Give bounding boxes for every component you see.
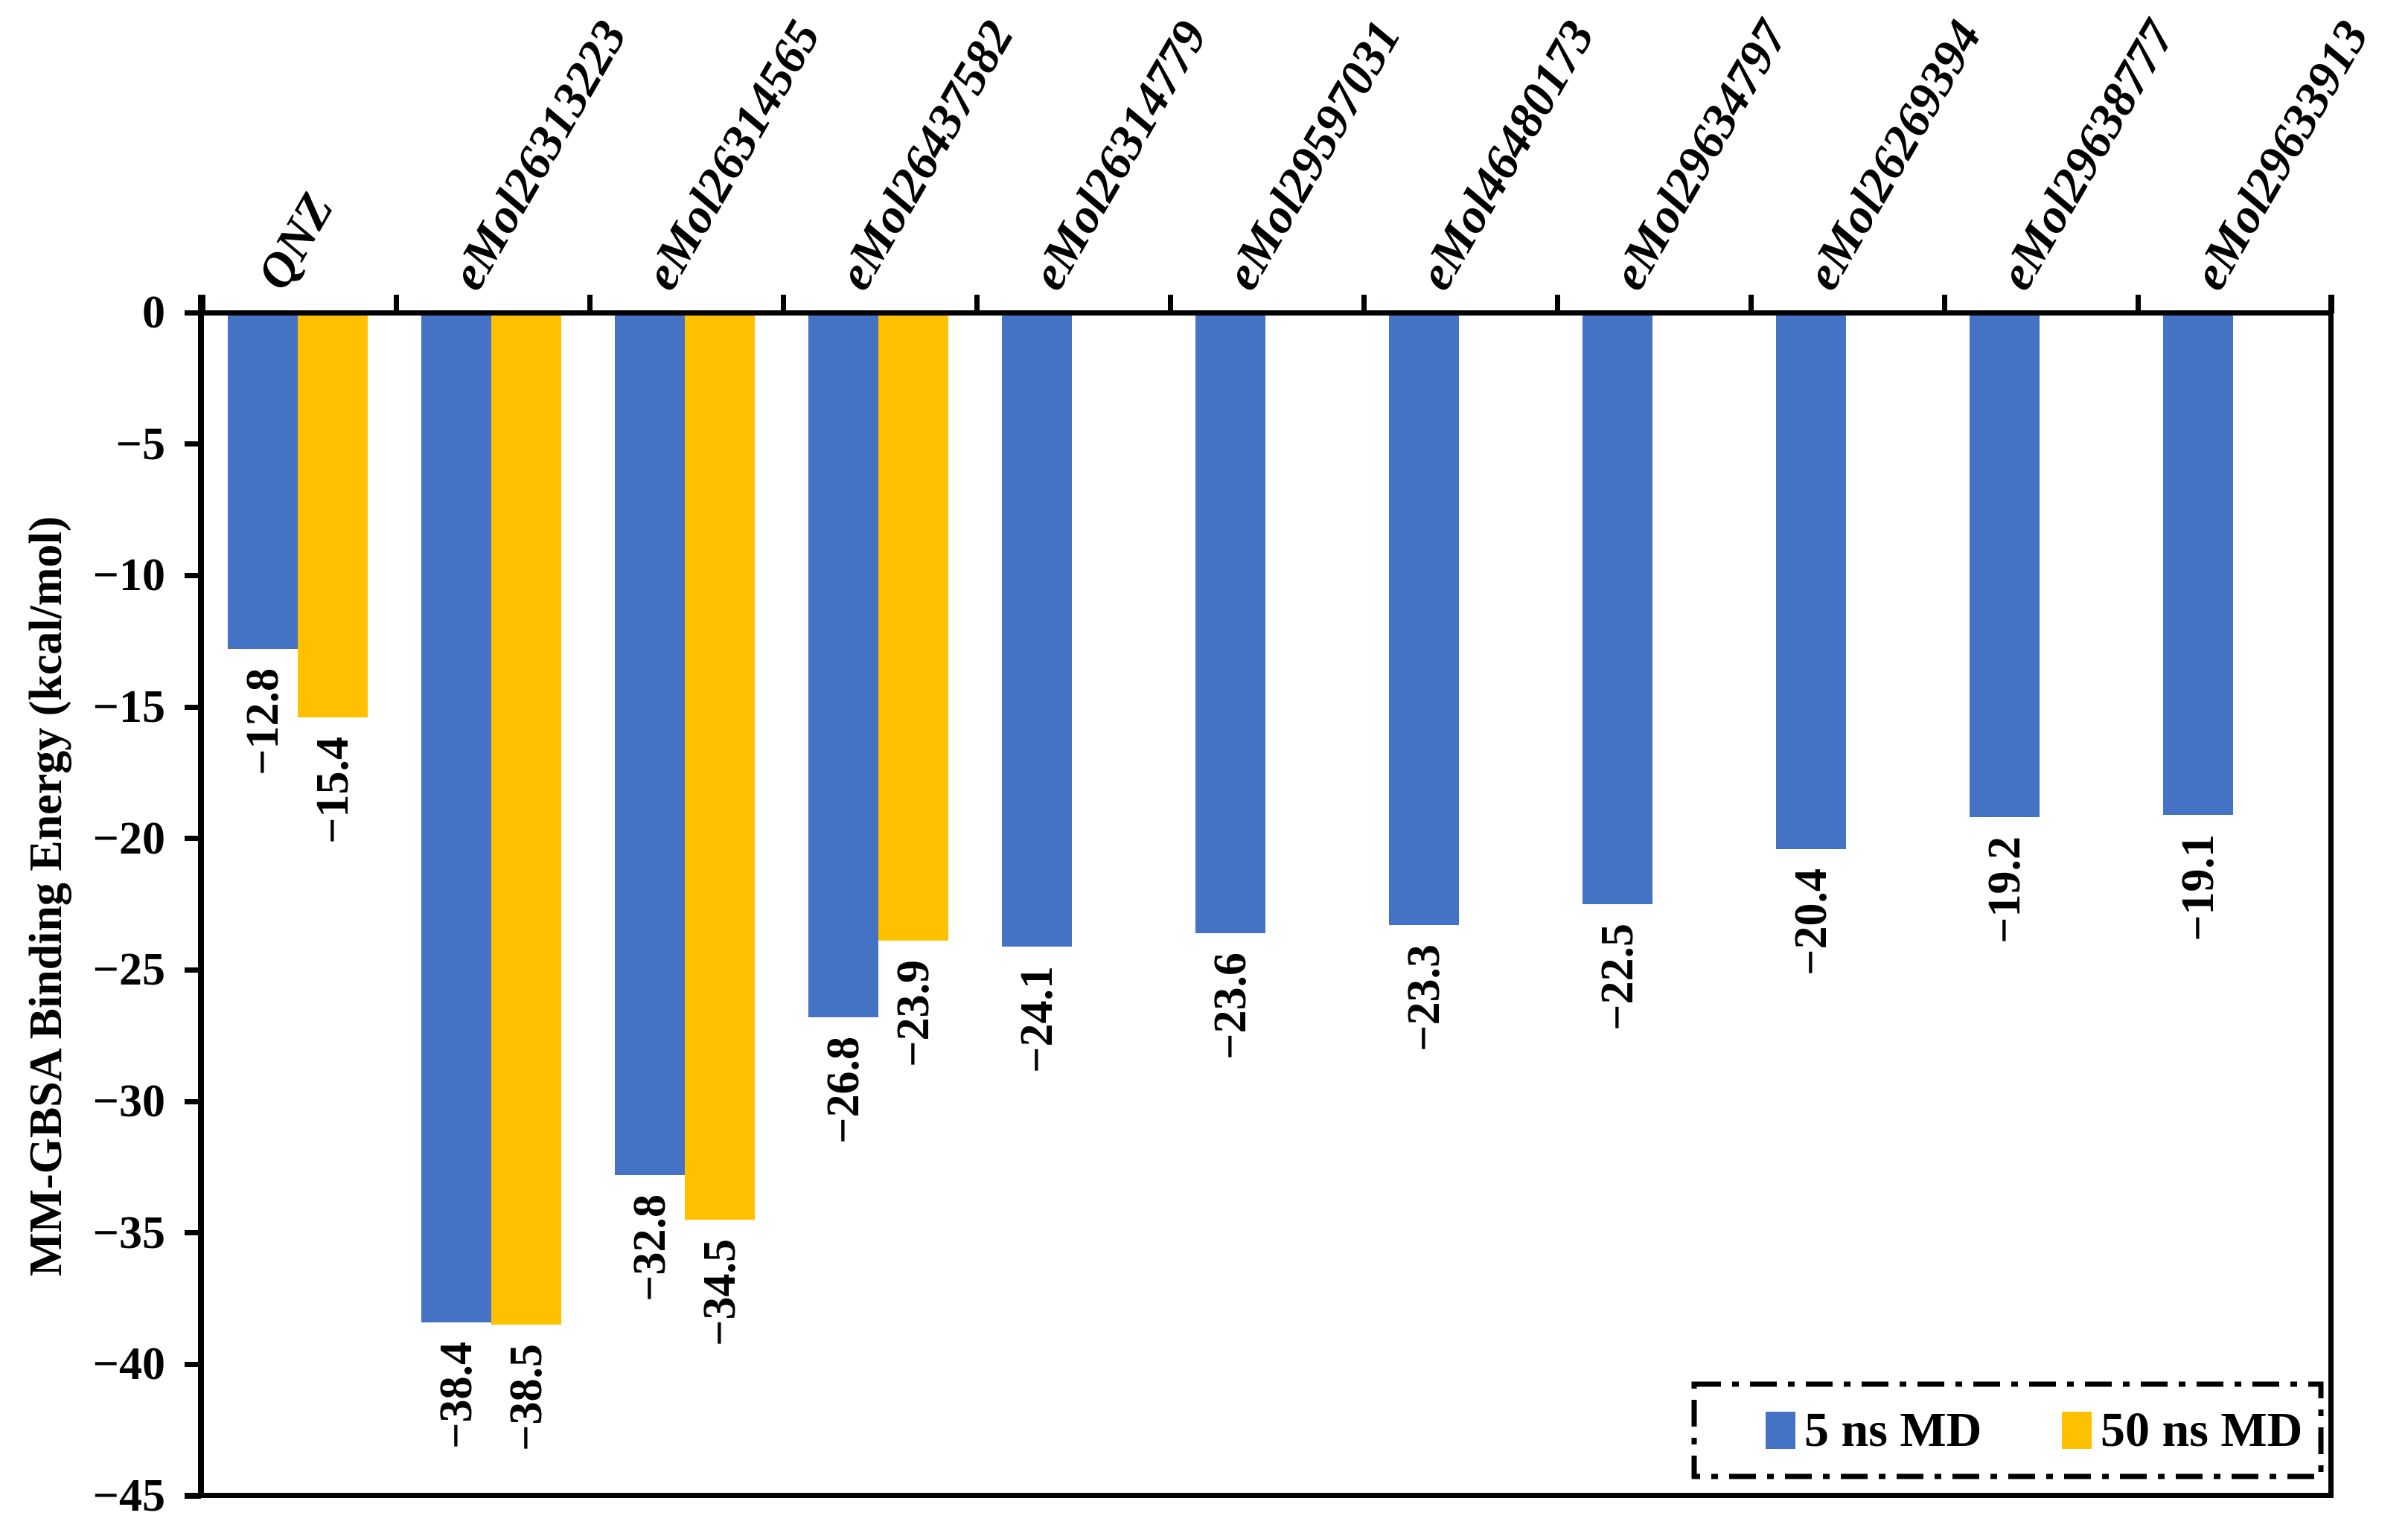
category-tick-mark (587, 295, 593, 313)
category-label-eMol26314779: eMol26314779 (1021, 11, 1219, 299)
y-tick-label: −10 (92, 550, 165, 601)
category-tick-mark (780, 295, 786, 313)
bar-5nsMD-eMol26437582 (808, 313, 878, 1017)
category-label-eMol29597031: eMol29597031 (1214, 11, 1412, 299)
bar-5nsMD-eMol26313223 (421, 313, 491, 1322)
value-label: −19.2 (1979, 836, 2030, 944)
value-label: −23.9 (888, 960, 939, 1068)
y-tick-label: −35 (92, 1207, 165, 1258)
y-tick-mark (185, 1361, 201, 1367)
bar-5nsMD-eMol29634797 (1583, 313, 1652, 904)
value-label: −38.5 (501, 1344, 552, 1452)
y-axis-line (198, 295, 204, 1498)
y-tick-label: −40 (92, 1339, 165, 1390)
bar-5nsMD-eMol29633913 (2163, 313, 2233, 815)
y-tick-label: −20 (92, 813, 165, 864)
y-tick-label: 0 (142, 287, 165, 338)
y-tick-label: −5 (115, 418, 165, 470)
y-tick-mark (185, 1098, 201, 1104)
value-label: −32.8 (625, 1194, 675, 1302)
value-label: −15.4 (307, 737, 358, 844)
zero-axis-line (198, 310, 2334, 316)
y-tick-mark (185, 572, 201, 578)
y-tick-mark (185, 704, 201, 710)
category-tick-mark (1748, 295, 1754, 313)
y-tick-mark (185, 967, 201, 973)
category-tick-mark (1941, 295, 1947, 313)
y-tick-label: −30 (92, 1076, 165, 1127)
category-label-eMol26313223: eMol26313223 (440, 11, 638, 299)
category-tick-mark (1361, 295, 1367, 313)
category-tick-mark (974, 295, 980, 313)
y-tick-label: −45 (92, 1470, 165, 1521)
legend-swatch-50ns (2062, 1412, 2092, 1449)
value-label: −22.5 (1592, 924, 1643, 1031)
y-tick-label: −25 (92, 944, 165, 996)
value-label: −26.8 (818, 1036, 869, 1144)
bar-50nsMD-eMol26314565 (685, 313, 755, 1220)
y-tick-mark (185, 310, 201, 316)
legend-item-5ns: 5 ns MD (1804, 1381, 1981, 1479)
category-label-eMol26269394: eMol26269394 (1795, 11, 1993, 299)
value-label: −19.1 (2173, 833, 2223, 941)
bar-50nsMD-eMol26313223 (491, 313, 561, 1325)
y-tick-mark (185, 441, 201, 447)
category-tick-mark (2135, 295, 2141, 313)
bar-5nsMD-QNZ (228, 313, 298, 650)
category-label-eMol26314565: eMol26314565 (633, 11, 831, 299)
bar-5nsMD-eMol26269394 (1776, 313, 1846, 849)
bar-50nsMD-QNZ (298, 313, 368, 718)
y-tick-mark (185, 1230, 201, 1236)
value-label: −38.4 (431, 1341, 482, 1449)
category-label-eMol29634797: eMol29634797 (1601, 11, 1799, 299)
bar-50nsMD-eMol26437582 (878, 313, 948, 941)
value-label: −23.3 (1399, 944, 1449, 1052)
legend-swatch-5ns (1766, 1412, 1795, 1449)
legend-label-50ns: 50 ns MD (2101, 1403, 2303, 1457)
category-label-eMol26437582: eMol26437582 (827, 11, 1025, 299)
bar-5nsMD-eMol26314565 (615, 313, 685, 1175)
value-label: −20.4 (1786, 868, 1836, 976)
legend: 5 ns MD 50 ns MD (1691, 1381, 2324, 1479)
category-label-QNZ: QNZ (246, 184, 345, 299)
value-label: −24.1 (1012, 965, 1062, 1073)
category-label-eMol29638777: eMol29638777 (1988, 11, 2186, 299)
category-tick-mark (393, 295, 399, 313)
bar-5nsMD-eMol26314779 (1002, 313, 1072, 947)
legend-label-5ns: 5 ns MD (1804, 1403, 1982, 1457)
category-tick-mark (1167, 295, 1173, 313)
y-axis-title: MM-GBSA Binding Energy (kcal/mol) (21, 516, 71, 1276)
value-label: −34.5 (694, 1239, 745, 1346)
category-label-eMol46480173: eMol46480173 (1408, 11, 1606, 299)
bar-5nsMD-eMol29638777 (1970, 313, 2040, 818)
right-border-line (2328, 295, 2334, 1498)
category-tick-mark (1554, 295, 1560, 313)
bar-5nsMD-eMol29597031 (1195, 313, 1265, 933)
legend-item-50ns: 50 ns MD (2101, 1381, 2302, 1479)
category-label-eMol29633913: eMol29633913 (2182, 11, 2380, 299)
value-label: −23.6 (1205, 952, 1256, 1060)
legend-dashdot-border (1691, 1381, 2324, 1479)
y-tick-label: −15 (92, 682, 165, 732)
bar-5nsMD-eMol46480173 (1389, 313, 1459, 926)
bottom-axis-line (185, 1493, 2334, 1498)
value-label: −12.8 (237, 668, 288, 776)
y-tick-mark (185, 836, 201, 842)
